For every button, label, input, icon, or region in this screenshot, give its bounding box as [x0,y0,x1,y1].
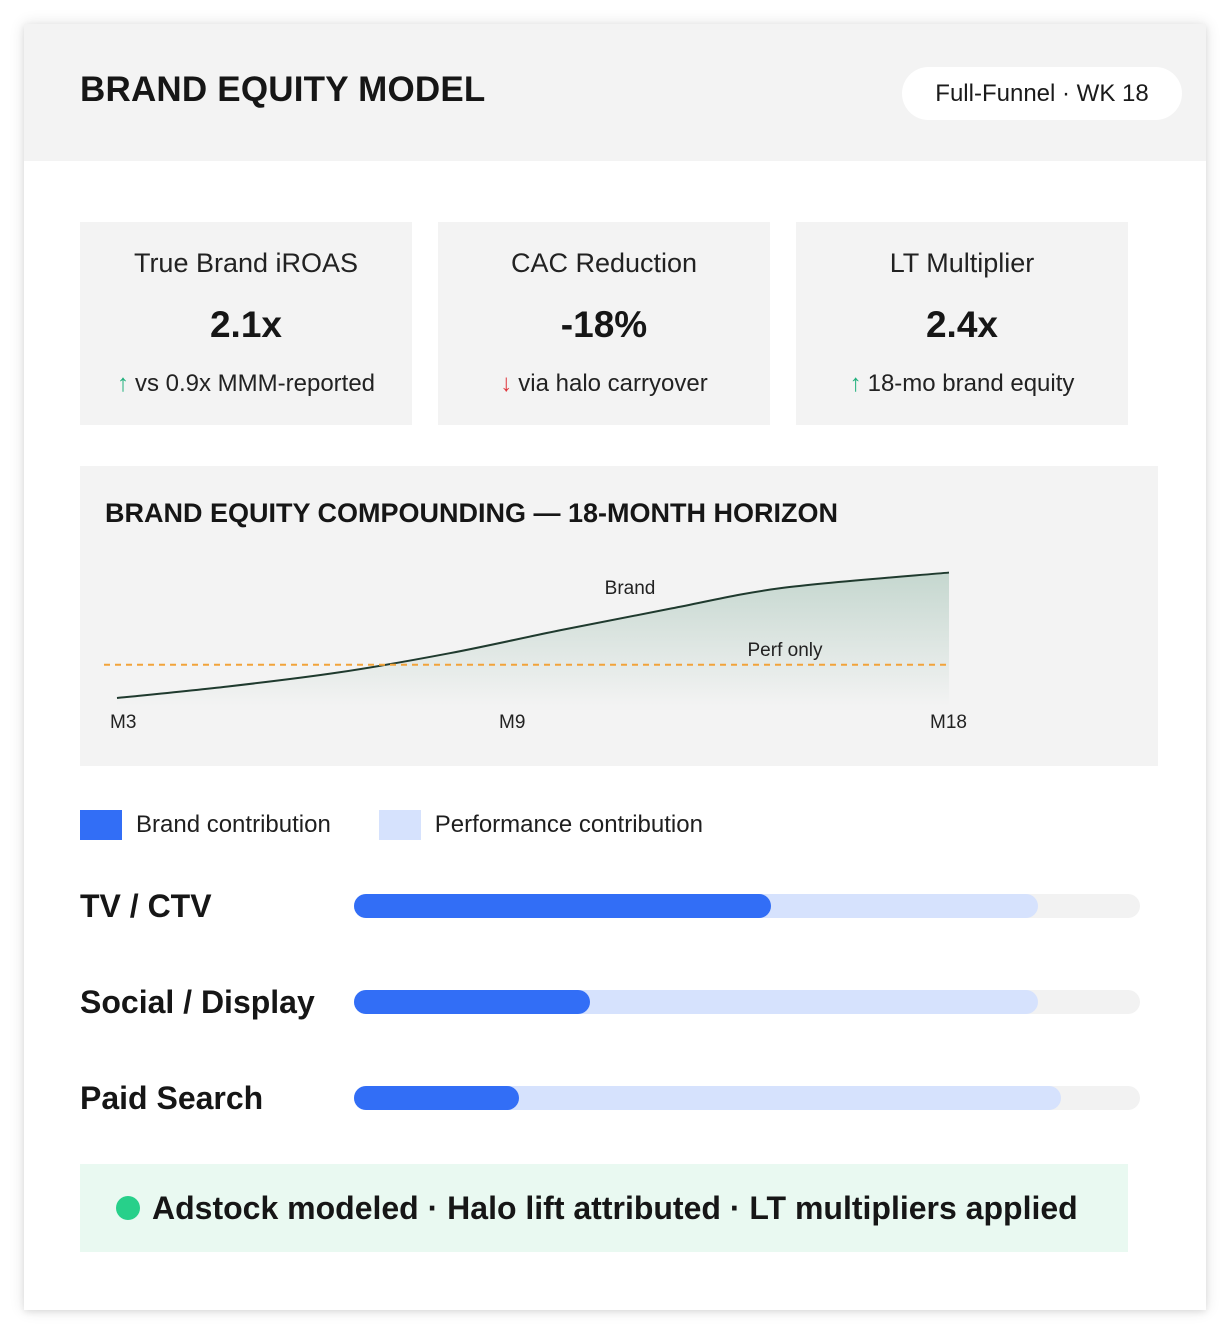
kpi-value: -18% [560,304,648,345]
kpi-note-text: vs 0.9x MMM-reported [134,370,376,397]
legend-item-performance: Performance contribution [378,810,703,840]
channel-row-social-display: Social / Display [80,984,1140,1024]
kpi-value: 2.1x [209,304,282,345]
channel-label: Social / Display [80,984,315,1020]
brand-line [116,571,950,699]
channel-bar-track [354,1086,1140,1110]
period-badge[interactable]: Full-Funnel · WK 18 [902,67,1182,120]
status-dot-icon [116,1196,140,1220]
channel-bar-track [354,894,1140,918]
brand-bar [354,1086,520,1110]
arrow-up-icon: ↑ [116,370,129,397]
x-tick-label: M18 [930,712,967,733]
legend-swatch-brand [80,810,122,840]
arrow-down-icon: ↓ [500,370,513,397]
legend-label-performance: Performance contribution [434,811,703,838]
kpi-value: 2.4x [925,304,998,345]
x-tick-label: M9 [499,712,525,733]
arrow-up-icon: ↑ [849,370,862,397]
chart-title: BRAND EQUITY COMPOUNDING — 18-MONTH HORI… [105,498,839,528]
kpi-label: True Brand iROAS [133,248,359,278]
kpi-card-cac: CAC Reduction -18% ↓ via halo carryover [438,222,770,425]
kpi-card-iroas: True Brand iROAS 2.1x ↑ vs 0.9x MMM-repor… [80,222,412,425]
equity-chart-panel: BRAND EQUITY COMPOUNDING — 18-MONTH HORI… [80,466,1158,766]
legend-swatch-performance [378,810,421,840]
series-label-brand: Brand [605,578,656,599]
channel-row-tv-ctv: TV / CTV [80,888,1140,928]
channel-bar-track [354,990,1140,1014]
kpi-note: ↑ 18-mo brand equity [796,370,1128,398]
x-tick-label: M3 [110,712,136,733]
legend-item-brand: Brand contribution [80,810,331,840]
channel-label: TV / CTV [80,888,212,924]
channel-row-paid-search: Paid Search [80,1080,1140,1120]
kpi-note: ↓ via halo carryover [438,370,770,398]
kpi-note-text: 18-mo brand equity [867,370,1075,397]
brand-area [117,572,949,706]
legend-label-brand: Brand contribution [136,811,331,838]
page-title: BRAND EQUITY MODEL [80,70,486,109]
equity-chart: Brand Perf only M3 M9 M18 [104,571,967,733]
kpi-card-lt-multiplier: LT Multiplier 2.4x ↑ 18-mo brand equity [796,222,1128,425]
status-banner: Adstock modeled · Halo lift attributed ·… [80,1164,1128,1252]
series-label-perf-only: Perf only [748,640,823,661]
brand-equity-card: BRAND EQUITY MODEL Full-Funnel · WK 18 T… [24,24,1206,1310]
kpi-note: ↑ vs 0.9x MMM-reported [80,370,412,398]
kpi-label: LT Multiplier [889,248,1035,278]
status-text: Adstock modeled · Halo lift attributed ·… [152,1189,1078,1226]
card-header: BRAND EQUITY MODEL Full-Funnel · WK 18 [24,24,1206,161]
brand-bar [354,894,771,918]
brand-bar [354,990,590,1014]
channel-label: Paid Search [80,1080,264,1116]
chart-legend: Brand contribution Performance contribut… [80,810,751,840]
kpi-label: CAC Reduction [510,248,698,278]
kpi-note-text: via halo carryover [518,370,708,397]
